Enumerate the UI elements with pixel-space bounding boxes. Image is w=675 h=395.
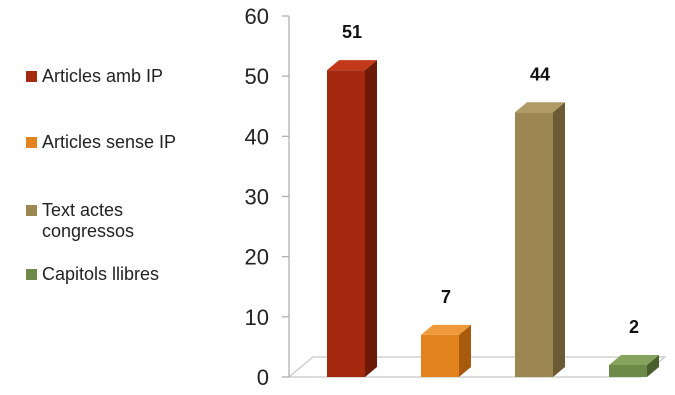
data-label: 44 — [530, 64, 550, 84]
legend-label: Articles sense IP — [42, 132, 177, 152]
legend-swatch — [26, 137, 37, 148]
y-tick-label: 10 — [245, 305, 269, 330]
y-tick-label: 20 — [245, 245, 269, 270]
legend-label: Articles amb IP — [42, 66, 164, 86]
bar-front — [327, 70, 365, 378]
legend-item-capitols-llibres: Capitols llibres — [26, 264, 222, 285]
y-tick-label: 30 — [245, 185, 269, 210]
bar-front — [609, 364, 647, 377]
y-tick-label: 40 — [245, 124, 269, 149]
bar-side — [459, 324, 471, 377]
bar-front — [421, 334, 459, 377]
legend-swatch — [26, 269, 37, 280]
data-label: 2 — [629, 317, 639, 337]
y-tick-label: 50 — [245, 64, 269, 89]
legend: Articles amb IP Articles sense IP Text a… — [0, 0, 220, 395]
data-label: 51 — [342, 22, 362, 42]
legend-swatch — [26, 205, 37, 216]
legend-item-articles-amb-ip: Articles amb IP — [26, 66, 222, 87]
legend-label: Text actes congressos — [42, 200, 135, 241]
bar-top — [421, 324, 471, 335]
chart-bars — [327, 60, 659, 378]
bar-top — [609, 354, 659, 365]
bar-top — [327, 60, 377, 71]
legend-item-articles-sense-ip: Articles sense IP — [26, 132, 222, 153]
bar-side — [647, 354, 659, 377]
y-tick-label: 60 — [245, 4, 269, 29]
chart-axes: 0 10 20 30 40 50 60 — [245, 4, 667, 390]
bar-front — [515, 112, 553, 378]
legend-swatch — [26, 71, 37, 82]
legend-item-text-actes-congressos: Text actes congressos — [26, 200, 222, 242]
legend-label: Capitols llibres — [42, 264, 160, 284]
bar-side — [553, 102, 565, 378]
bar-side — [365, 60, 377, 378]
y-tick-label: 0 — [257, 365, 269, 390]
data-label: 7 — [441, 287, 451, 307]
bar-top — [515, 102, 565, 113]
chart-data-labels: 51 7 44 2 — [342, 22, 639, 337]
